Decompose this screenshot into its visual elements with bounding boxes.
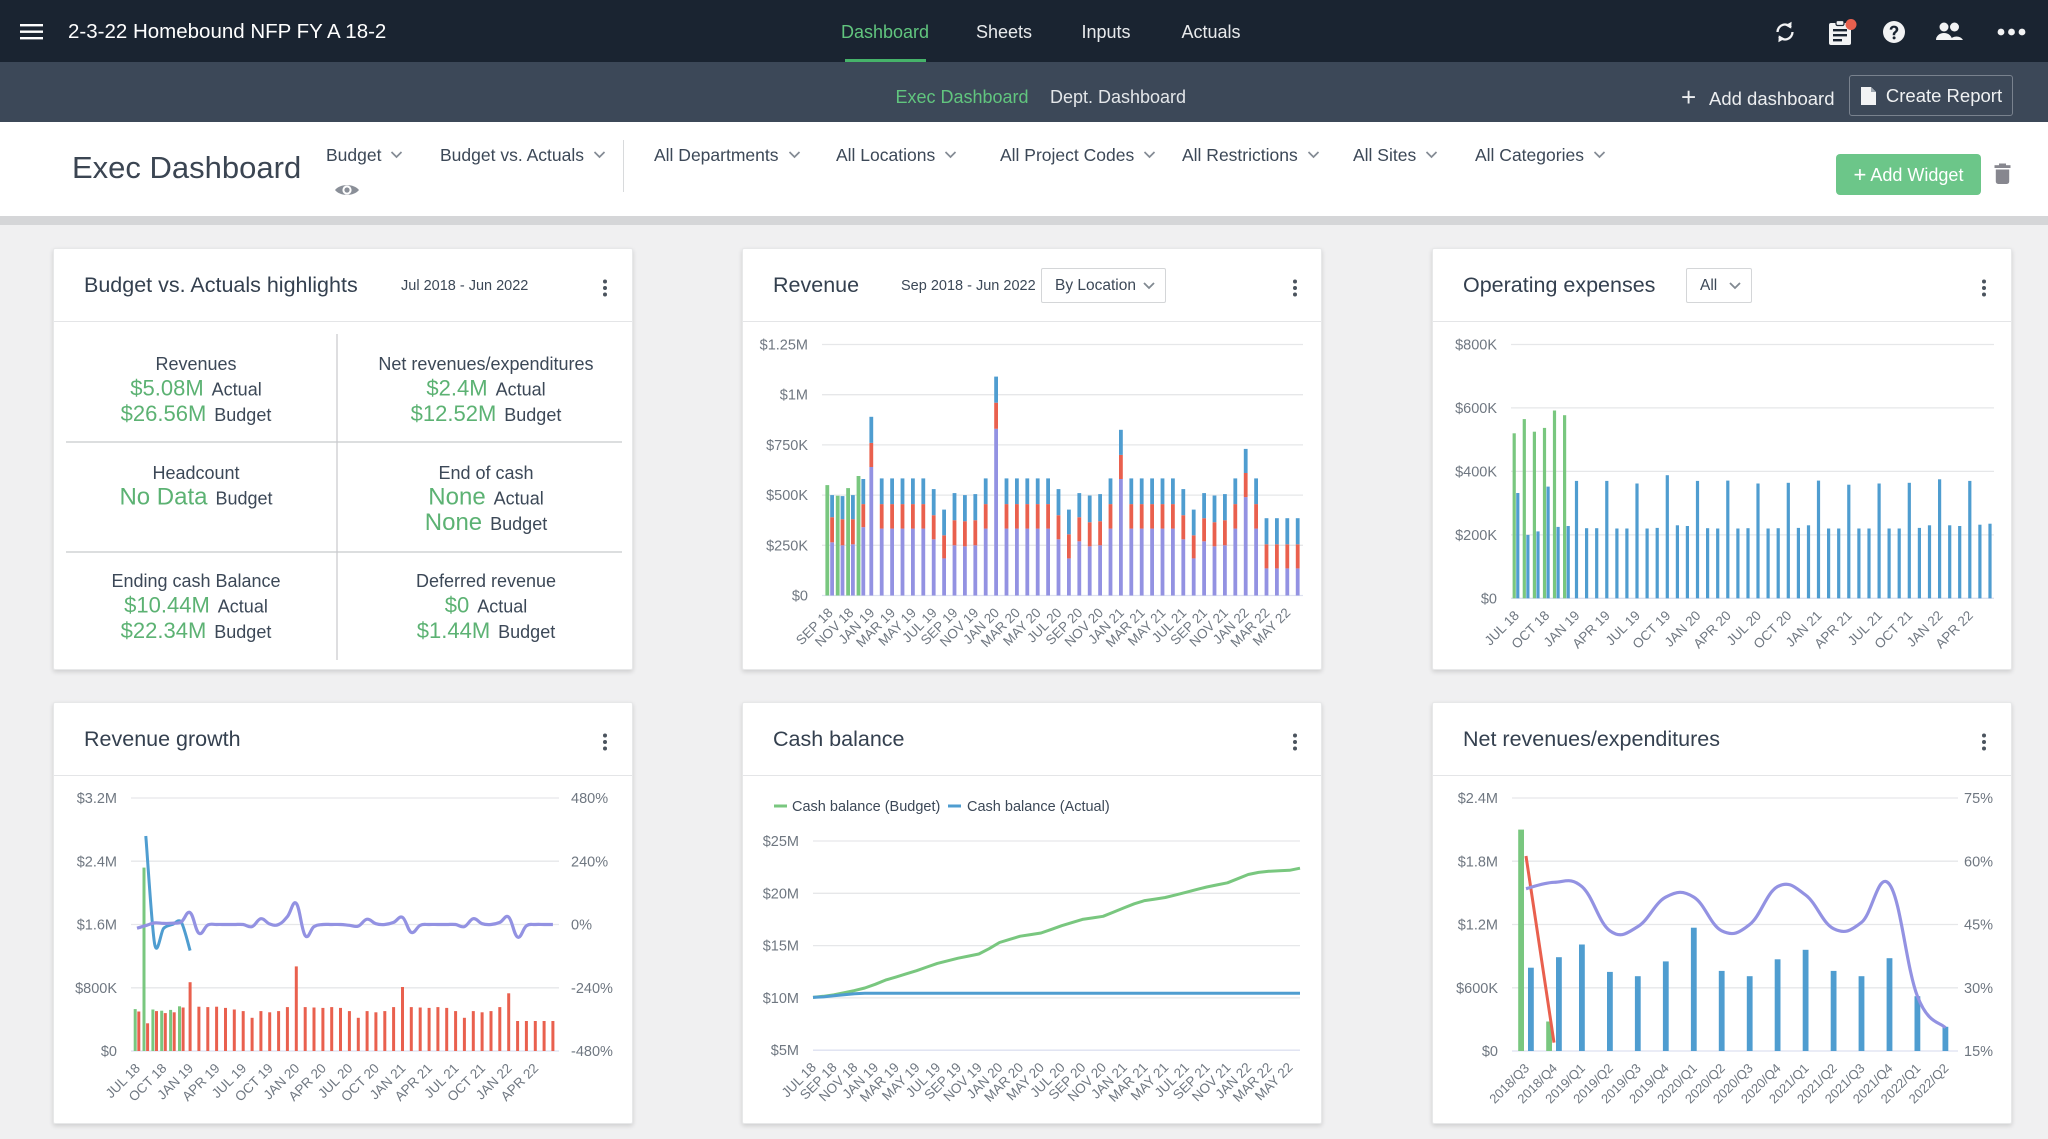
svg-text:$0: $0 [792, 589, 808, 605]
svg-text:$500K: $500K [766, 488, 808, 504]
svg-text:$1.6M: $1.6M [77, 918, 117, 934]
svg-text:$3.2M: $3.2M [77, 791, 117, 807]
svg-text:End of cash: End of cash [438, 463, 533, 483]
svg-text:Deferred revenue: Deferred revenue [416, 571, 556, 591]
svg-text:$0: $0 [1481, 591, 1497, 607]
svg-text:$25M: $25M [763, 834, 799, 850]
svg-text:240%: 240% [571, 854, 608, 870]
svg-text:Revenues: Revenues [155, 354, 236, 374]
svg-text:Net revenues/expenditures: Net revenues/expenditures [378, 354, 593, 374]
svg-text:$0: $0 [101, 1044, 117, 1060]
svg-text:$600K: $600K [1455, 401, 1497, 417]
svg-text:$1.8M: $1.8M [1458, 854, 1498, 870]
svg-text:$400K: $400K [1455, 464, 1497, 480]
svg-text:$1.2M: $1.2M [1458, 918, 1498, 934]
svg-text:$200K: $200K [1455, 528, 1497, 544]
svg-text:$5M: $5M [771, 1043, 799, 1059]
svg-text:$2.4M: $2.4M [1458, 791, 1498, 807]
svg-text:Headcount: Headcount [152, 463, 239, 483]
svg-text:-480%: -480% [571, 1044, 613, 1060]
svg-text:Ending cash Balance: Ending cash Balance [111, 571, 280, 591]
svg-text:15%: 15% [1964, 1044, 1993, 1060]
svg-text:$0: $0 [1482, 1044, 1498, 1060]
svg-text:Cash balance (Actual): Cash balance (Actual) [967, 799, 1110, 815]
svg-text:Cash balance (Budget): Cash balance (Budget) [792, 799, 940, 815]
svg-text:$250K: $250K [766, 538, 808, 554]
svg-text:75%: 75% [1964, 791, 1993, 807]
svg-text:$600K: $600K [1456, 981, 1498, 997]
svg-text:$1M: $1M [780, 388, 808, 404]
svg-text:0%: 0% [571, 918, 592, 934]
svg-text:$10M: $10M [763, 991, 799, 1007]
svg-text:$1.25M: $1.25M [760, 338, 808, 354]
svg-text:$15M: $15M [763, 939, 799, 955]
svg-text:$800K: $800K [1455, 338, 1497, 354]
svg-text:30%: 30% [1964, 981, 1993, 997]
svg-text:$2.4M: $2.4M [77, 854, 117, 870]
svg-text:45%: 45% [1964, 918, 1993, 934]
svg-text:$800K: $800K [75, 981, 117, 997]
svg-text:$20M: $20M [763, 886, 799, 902]
svg-text:-240%: -240% [571, 981, 613, 997]
svg-text:$750K: $750K [766, 438, 808, 454]
svg-text:480%: 480% [571, 791, 608, 807]
svg-text:60%: 60% [1964, 854, 1993, 870]
